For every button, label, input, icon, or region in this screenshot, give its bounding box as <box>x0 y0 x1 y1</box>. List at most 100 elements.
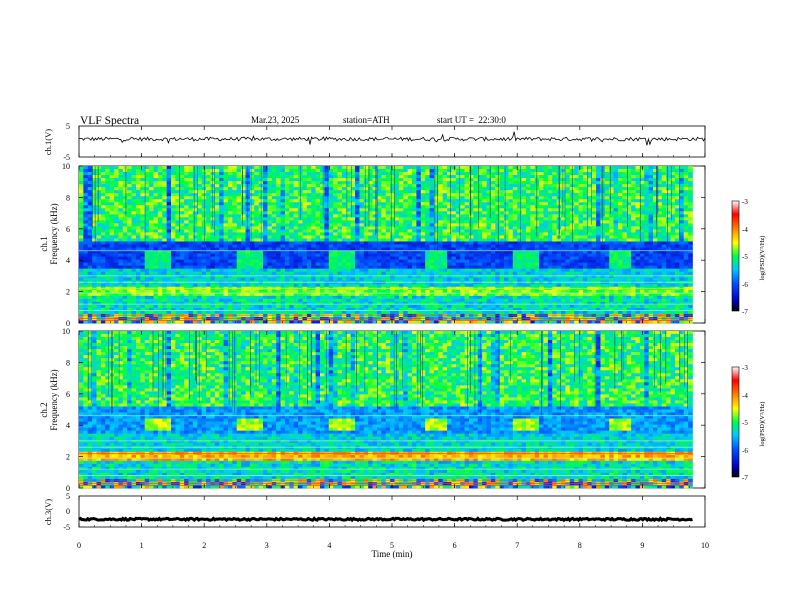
spectrogram-cell <box>166 166 172 170</box>
spectrogram-cell <box>223 274 229 279</box>
spectrogram-cell <box>201 205 207 209</box>
spectrogram-cell <box>184 304 189 309</box>
spectrogram-cell <box>293 283 299 288</box>
spectrogram-cell <box>473 319 479 324</box>
spectrogram-cell <box>355 271 360 276</box>
spectrogram-cell <box>127 208 132 212</box>
spectrogram-cell <box>96 235 102 239</box>
spectrogram-cell <box>201 307 207 312</box>
spectrogram-cell <box>442 217 448 221</box>
spectrogram-cell <box>188 238 194 242</box>
spectrogram-cell <box>188 214 194 218</box>
spectrogram-cell <box>179 238 185 242</box>
spectrogram-cell <box>293 232 299 236</box>
spectrogram-cell <box>236 271 242 276</box>
spectrogram-cell <box>355 268 360 273</box>
spectrogram-cell <box>263 292 268 297</box>
spectrogram-cell <box>381 199 387 203</box>
spectrogram-cell <box>83 253 89 257</box>
spectrogram-cell <box>455 208 461 212</box>
spectrogram-cell <box>482 178 487 182</box>
spectrogram-cell <box>469 271 474 276</box>
spectrogram-cell <box>412 265 417 269</box>
start-time-label: start UT = 22:30:0 <box>437 115 506 125</box>
spectrogram-cell <box>83 271 89 276</box>
spectrogram-cell <box>122 172 128 176</box>
spectrogram-cell <box>210 310 216 315</box>
spectrogram-cell <box>359 310 365 315</box>
spectrogram-cell <box>429 220 435 224</box>
spectrogram-cell <box>346 247 352 251</box>
spectrogram-cell <box>355 217 360 221</box>
spectrogram-cell <box>320 274 325 279</box>
spectrogram-cell <box>381 235 387 239</box>
spectrogram-cell <box>105 208 111 212</box>
spectrogram-cell <box>236 274 242 279</box>
spectrogram-cell <box>490 283 496 288</box>
spectrogram-cell <box>398 292 404 297</box>
spectrogram-cell <box>153 172 159 176</box>
spectrogram-cell <box>341 175 347 179</box>
spectrogram-cell <box>184 166 189 170</box>
spectrogram-cell <box>482 319 487 324</box>
spectrogram-cell <box>460 319 465 324</box>
spectrogram-cell <box>328 259 334 263</box>
spectrogram-cell <box>495 289 501 294</box>
spectrogram-cell <box>87 304 93 309</box>
spectrogram-cell <box>105 205 111 209</box>
spectrogram-cell <box>372 178 378 182</box>
spectrogram-cell <box>385 268 391 273</box>
spectrogram-cell <box>376 277 382 282</box>
spectrogram-cell <box>219 196 224 200</box>
spectrogram-cell <box>455 307 461 312</box>
spectrogram-cell <box>188 166 194 170</box>
spectrogram-cell <box>206 229 211 233</box>
spectrogram-cell <box>346 187 352 191</box>
spectrogram-cell <box>355 247 360 251</box>
spectrogram-cell <box>149 169 154 173</box>
spectrogram-cell <box>420 268 426 273</box>
spectrogram-cell <box>341 220 347 224</box>
spectrogram-cell <box>197 226 203 230</box>
spectrogram-cell <box>280 184 286 188</box>
spectrogram-cell <box>495 190 501 194</box>
spectrogram-cell <box>372 220 378 224</box>
spectrogram-cell <box>363 265 369 269</box>
spectrogram-cell <box>175 241 181 245</box>
spectrogram-cell <box>333 259 338 263</box>
spectrogram-cell <box>276 262 281 266</box>
spectrogram-cell <box>394 202 400 206</box>
spectrogram-cell <box>131 208 137 212</box>
spectrogram-cell <box>346 202 352 206</box>
spectrogram-cell <box>289 310 295 315</box>
spectrogram-cell <box>267 169 273 173</box>
spectrogram-cell <box>350 283 356 288</box>
spectrogram-cell <box>486 184 492 188</box>
spectrogram-cell <box>495 259 501 263</box>
spectrogram-cell <box>451 301 457 306</box>
spectrogram-cell <box>157 298 163 303</box>
spectrogram-cell <box>188 211 194 215</box>
spectrogram-cell <box>403 301 408 306</box>
spectrogram-cell <box>245 295 251 300</box>
spectrogram-cell <box>79 169 84 173</box>
spectrogram-cell <box>425 241 430 245</box>
spectrogram-cell <box>355 253 360 257</box>
spectrogram-cell <box>175 253 181 257</box>
spectrogram-cell <box>140 181 146 185</box>
spectrogram-cell <box>390 232 395 236</box>
spectrogram-cell <box>219 202 224 206</box>
spectrogram-cell <box>249 223 255 227</box>
spectrogram-cell <box>127 178 132 182</box>
spectrogram-cell <box>109 214 115 218</box>
spectrogram-cell <box>368 298 373 303</box>
spectrogram-cell <box>315 253 321 257</box>
spectrogram-cell <box>245 262 251 266</box>
spectrogram-cell <box>201 232 207 236</box>
spectrogram-cell <box>403 235 408 239</box>
spectrogram-cell <box>473 217 479 221</box>
spectrogram-cell <box>122 199 128 203</box>
spectrogram-cell <box>337 256 343 260</box>
spectrogram-cell <box>293 271 299 276</box>
spectrogram-cell <box>114 271 119 276</box>
